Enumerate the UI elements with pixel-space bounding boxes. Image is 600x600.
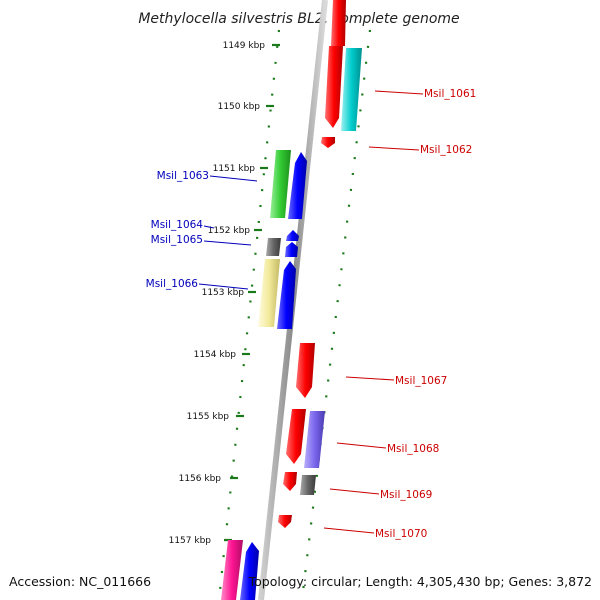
- gene-label-msil-1063[interactable]: Msil_1063: [157, 170, 209, 182]
- gene-feature-msil-1067[interactable]: [296, 343, 315, 398]
- gene-feature-msil-1065-b[interactable]: [285, 242, 298, 257]
- kbp-label: 1151 kbp: [213, 164, 256, 174]
- gene-label-msil-1069[interactable]: Msil_1069: [380, 489, 432, 501]
- map-title: Methylocella silvestris BL2, complete ge…: [138, 11, 459, 27]
- gene-feature-magenta[interactable]: [221, 540, 243, 600]
- gene-feature-msil-1066-blue[interactable]: [277, 261, 296, 329]
- gene-label-msil-1061[interactable]: Msil_1061: [424, 88, 476, 100]
- gene-feature-msil-1066[interactable]: [258, 259, 280, 327]
- kbp-label: 1155 kbp: [187, 412, 230, 422]
- gene-feature-green[interactable]: [270, 150, 291, 218]
- gene-feature-msil-1061[interactable]: [325, 46, 343, 128]
- gene-label-msil-1062[interactable]: Msil_1062: [420, 144, 472, 156]
- gene-label-msil-1070[interactable]: Msil_1070: [375, 528, 427, 540]
- gene-feature-purple[interactable]: [304, 411, 325, 468]
- gene-feature-msil-1063[interactable]: [288, 152, 307, 219]
- accession-text: Accession: NC_011666: [9, 574, 151, 589]
- gene-label-msil-1066[interactable]: Msil_1066: [146, 278, 199, 290]
- gene-feature-top-red[interactable]: [331, 0, 346, 46]
- gene-feature-msil-1064[interactable]: [266, 238, 281, 256]
- gene-label-msil-1067[interactable]: Msil_1067: [395, 375, 447, 387]
- gene-feature-msil-1062[interactable]: [321, 137, 335, 148]
- gene-feature-msil-1065-a[interactable]: [286, 230, 299, 241]
- kbp-label: 1156 kbp: [179, 474, 222, 484]
- gene-label-msil-1068[interactable]: Msil_1068: [387, 443, 439, 455]
- gene-feature-msil-1070[interactable]: [278, 515, 292, 528]
- genome-summary-text: Topology: circular; Length: 4,305,430 bp…: [248, 574, 592, 589]
- gene-feature-msil-1068[interactable]: [286, 409, 306, 464]
- kbp-label: 1154 kbp: [194, 350, 237, 360]
- kbp-label: 1150 kbp: [218, 102, 261, 112]
- gene-feature-msil-1069[interactable]: [283, 472, 297, 491]
- kbp-label: 1153 kbp: [202, 288, 245, 298]
- gene-label-msil-1064[interactable]: Msil_1064: [151, 219, 204, 231]
- kbp-label: 1152 kbp: [208, 226, 251, 236]
- gene-feature-cyan[interactable]: [341, 48, 362, 131]
- kbp-label: 1157 kbp: [169, 536, 212, 546]
- kbp-label: 1149 kbp: [223, 41, 266, 51]
- forward-leader-lines: [198, 175, 258, 290]
- gene-label-msil-1065[interactable]: Msil_1065: [151, 234, 203, 246]
- reverse-leader-lines: [323, 90, 424, 534]
- gene-feature-bottom-blue[interactable]: [240, 542, 259, 600]
- gene-feature-gray-right[interactable]: [300, 475, 316, 495]
